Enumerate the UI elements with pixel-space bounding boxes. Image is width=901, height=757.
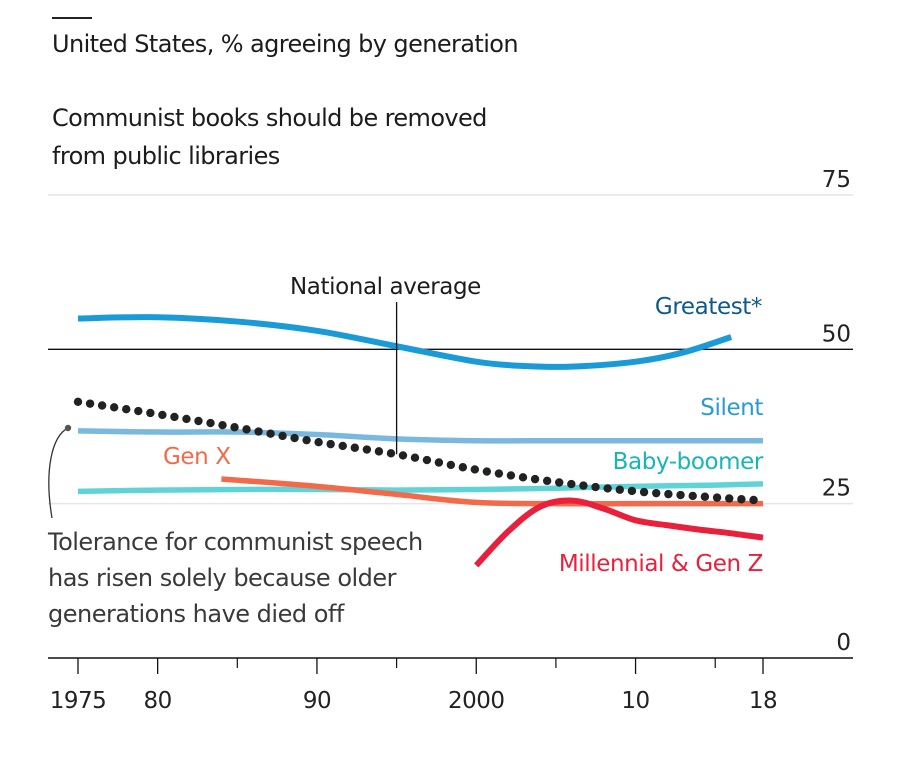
chart-title: Communist books should be removed from p… xyxy=(52,104,487,170)
national-average-dot xyxy=(146,408,155,418)
national-average-dot xyxy=(712,493,722,502)
national-average-dot xyxy=(302,435,311,445)
national-average-dot xyxy=(278,431,287,441)
national-average-dot xyxy=(494,469,504,478)
national-average-dot xyxy=(85,399,95,408)
series-line-greatest xyxy=(77,314,733,370)
national-average-dot xyxy=(134,406,143,416)
national-average-dot xyxy=(652,488,661,498)
national-average-dot xyxy=(170,412,179,422)
series-label-baby-boomer: Baby-boomer xyxy=(613,449,764,475)
national-average-dot xyxy=(158,410,167,420)
series-line-baby-boomer xyxy=(77,481,764,495)
national-average-dot xyxy=(676,490,685,500)
national-average-dot xyxy=(206,418,215,428)
national-average-dot xyxy=(410,453,420,462)
series-label-millennial-gen-z: Millennial & Gen Z xyxy=(559,551,763,577)
chart-subtitle: United States, % agreeing by generation xyxy=(52,30,519,58)
national-average-dot xyxy=(182,414,191,424)
national-average-dot xyxy=(362,445,372,454)
national-average-dot xyxy=(579,481,588,490)
national-average-dot xyxy=(567,479,576,489)
national-average-dot xyxy=(326,439,335,449)
national-average-dot xyxy=(350,443,359,452)
national-average-dot xyxy=(398,451,408,460)
national-average-dot xyxy=(374,447,384,456)
national-average-dot xyxy=(615,485,624,494)
x-tick-label: 10 xyxy=(621,688,649,714)
national-average-dot xyxy=(627,486,637,496)
annotation-pointer xyxy=(48,427,69,519)
y-tick-label: 25 xyxy=(822,476,851,502)
national-average-dot xyxy=(194,416,203,426)
x-tick-label: 1975 xyxy=(50,688,107,714)
national-average-dot xyxy=(458,463,468,472)
x-tick-label: 90 xyxy=(303,688,331,714)
national-average-dot xyxy=(338,441,347,451)
national-average-dot xyxy=(700,492,710,501)
y-tick-label: 0 xyxy=(836,630,851,656)
national-average-dot xyxy=(470,465,480,474)
national-average-dot xyxy=(446,460,456,470)
national-average-dot xyxy=(542,476,552,486)
national-average-dot xyxy=(73,397,83,407)
national-average-dot xyxy=(434,458,444,467)
annotation-text: Tolerance for communist speech has risen… xyxy=(48,528,423,628)
national-average-dot xyxy=(482,467,492,476)
national-average-dot xyxy=(664,489,673,499)
national-average-dot xyxy=(122,404,131,414)
national-average-dot xyxy=(218,420,227,430)
national-average-dot xyxy=(230,423,239,432)
national-average-dot xyxy=(506,471,516,480)
x-tick-label: 18 xyxy=(749,688,777,714)
national-average-dot xyxy=(591,482,600,492)
x-tick-label: 80 xyxy=(144,688,172,714)
national-average-dot xyxy=(639,487,649,497)
series-line-millennial-gen-z xyxy=(474,497,764,568)
national-average-dot xyxy=(530,474,540,484)
series-label-national-average: National average xyxy=(290,274,481,300)
national-average-dot xyxy=(386,449,396,458)
y-tick-label: 50 xyxy=(822,321,851,347)
y-tick-label: 75 xyxy=(822,167,851,193)
header-rule xyxy=(52,17,92,19)
series-label-gen-x: Gen X xyxy=(163,444,231,470)
national-average-dot xyxy=(266,429,275,438)
national-average-dot xyxy=(254,427,263,436)
national-average-dot xyxy=(725,494,734,503)
annotation-pointer-dot xyxy=(64,424,72,432)
national-average-dot xyxy=(314,438,323,447)
series-label-greatest: Greatest* xyxy=(655,294,762,320)
national-average-dot xyxy=(603,484,612,493)
national-average-dot xyxy=(109,403,119,412)
national-average-dot xyxy=(688,491,697,501)
national-average-dot xyxy=(97,401,107,410)
national-average-dot xyxy=(749,495,758,505)
national-average-dot xyxy=(555,478,564,487)
series-line-gen-x xyxy=(221,476,763,507)
national-average-dot xyxy=(422,455,432,465)
series-label-silent: Silent xyxy=(700,395,763,421)
national-average-dot xyxy=(242,425,251,434)
national-average-dot xyxy=(290,433,299,443)
national-average-dot xyxy=(737,495,746,504)
series-line-silent xyxy=(77,428,763,444)
x-tick-label: 2000 xyxy=(448,688,505,714)
national-average-dot xyxy=(518,473,528,482)
